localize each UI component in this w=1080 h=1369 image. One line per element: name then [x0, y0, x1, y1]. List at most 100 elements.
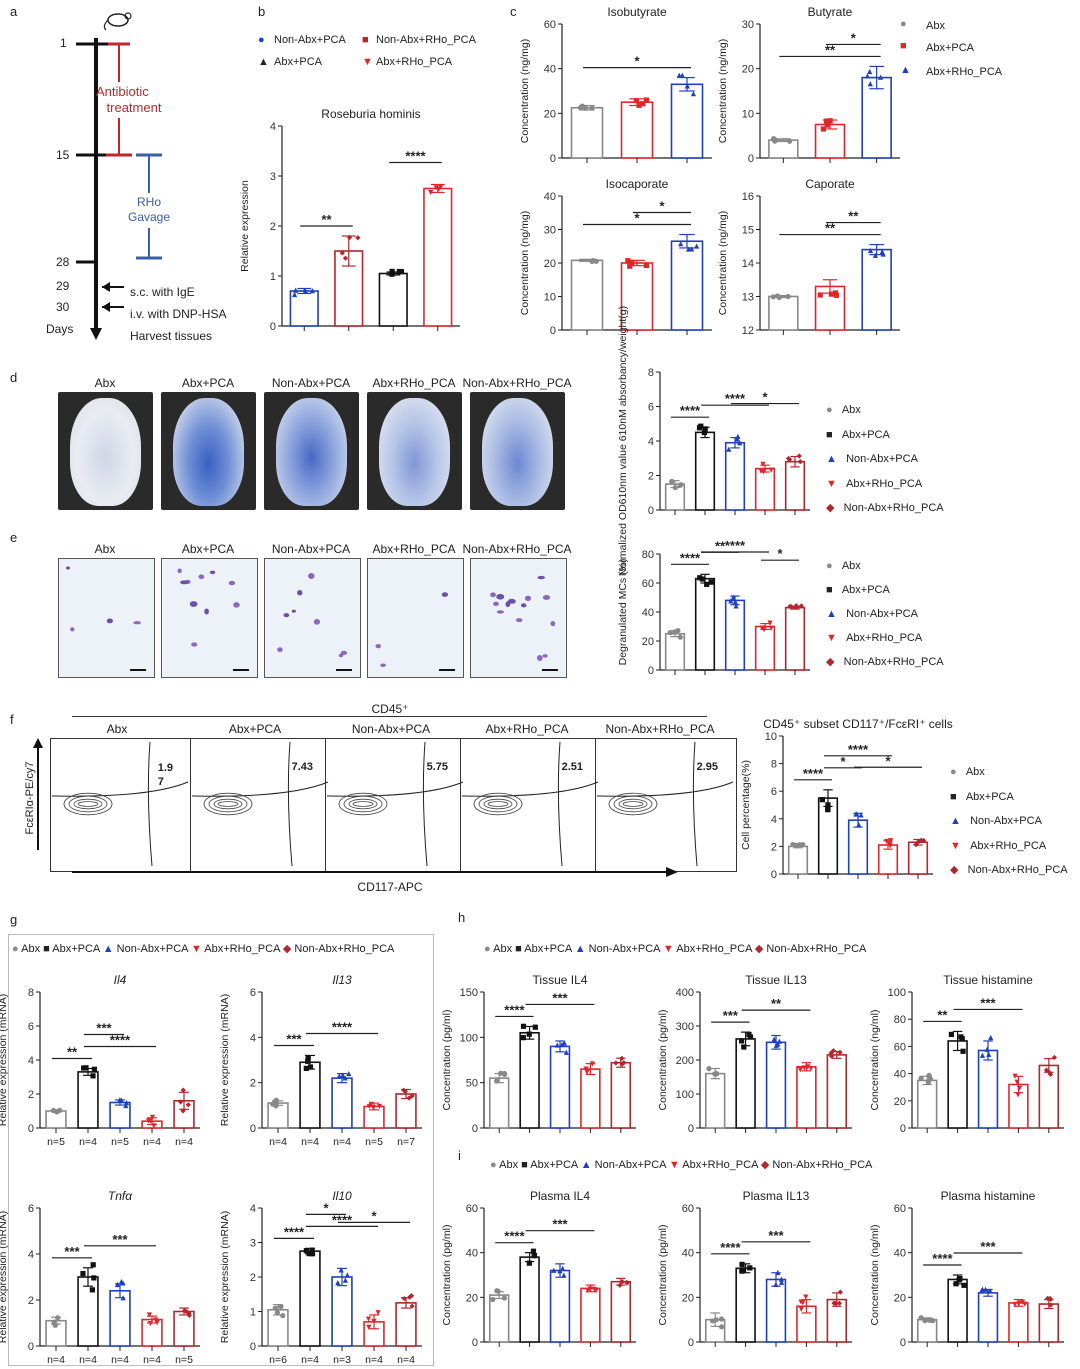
n-label: n=5 — [47, 1136, 65, 1148]
g-legend-item-2: Non-Abx+PCA — [116, 943, 188, 955]
data-point — [346, 234, 353, 241]
n-label: n=5 — [175, 1354, 193, 1366]
data-point — [339, 250, 345, 256]
n-label: n=4 — [143, 1354, 161, 1366]
g-frame — [8, 934, 434, 1366]
chart-i1: 0 20 40 60 Plasma IL4 Concentration (pg/ml) **… — [441, 1189, 636, 1349]
y-tick-label: 0 — [648, 505, 654, 517]
data-point — [120, 1295, 126, 1301]
n-label: n=4 — [365, 1354, 383, 1366]
bar — [754, 467, 776, 511]
data-point — [684, 83, 690, 89]
bar — [519, 1032, 540, 1129]
data-point — [617, 1282, 623, 1288]
bar — [1038, 1303, 1060, 1343]
bar — [395, 1302, 417, 1347]
bar — [754, 625, 776, 671]
e-label-0: Abx — [94, 542, 116, 556]
d-legend: ● Abx ■ Abx+PCA ▲ Non-Abx+PCA ▼ Abx+RHo_… — [826, 398, 986, 521]
y-tick-label: 1 — [250, 1307, 256, 1319]
panel-letter-e: e — [10, 530, 18, 545]
square-icon: ■ — [826, 584, 833, 596]
data-point — [153, 1317, 159, 1323]
bar — [796, 1066, 817, 1129]
data-point — [344, 1272, 350, 1278]
diamond-icon: ◆ — [826, 656, 835, 668]
data-point — [91, 1066, 98, 1072]
data-point — [735, 433, 741, 440]
bar — [109, 1290, 131, 1347]
data-point — [730, 594, 736, 600]
bar — [916, 1079, 938, 1129]
data-point — [798, 1306, 804, 1312]
data-point — [837, 1049, 843, 1055]
y-tick-label: 0 — [28, 1123, 34, 1135]
chart-g3: 0 2 4 6 Tnfα Relative expression (mRNA) *** ***… — [0, 1189, 200, 1366]
significance-stars: ** — [825, 42, 836, 57]
e-label-4: Non-Abx+RHo_PCA — [462, 542, 572, 556]
data-point — [877, 74, 884, 80]
y-tick-label: 200 — [676, 1055, 694, 1067]
data-point — [820, 126, 826, 132]
bar — [861, 76, 892, 159]
rho-label-1: RHo — [136, 195, 161, 209]
h-legend-item-0: Abx — [493, 943, 513, 955]
y-tick-label: 2 — [28, 1295, 34, 1307]
data-point — [526, 1260, 532, 1266]
n-label: n=4 — [397, 1354, 415, 1366]
data-point — [272, 1305, 278, 1311]
y-tick-label: 100 — [676, 1089, 694, 1101]
data-point — [672, 484, 678, 491]
data-point — [408, 1293, 415, 1299]
bar — [580, 1287, 601, 1343]
data-point — [979, 1052, 986, 1058]
i-legend-item-0: Abx — [499, 1159, 519, 1171]
data-point — [340, 1072, 346, 1078]
diamond-icon: ◆ — [760, 1159, 770, 1171]
c-legend: ● Abx ■ Abx+PCA ▲ Abx+RHo_PCA — [900, 18, 1070, 88]
flow-header-line — [72, 716, 707, 717]
chart-title: Butyrate — [808, 5, 853, 19]
data-point — [772, 138, 778, 144]
chart-title: Il4 — [114, 973, 127, 987]
data-point — [760, 461, 766, 467]
significance-stars: * — [371, 1208, 377, 1223]
data-point — [819, 797, 826, 803]
day-30: 30 — [56, 300, 70, 314]
data-point — [921, 837, 927, 844]
data-point — [1047, 1071, 1054, 1077]
chart-title: Tissue IL13 — [745, 973, 807, 987]
flow-plot-nonabx-pca: 5.75 — [325, 738, 467, 872]
data-point — [355, 235, 361, 241]
data-point — [409, 1303, 415, 1309]
data-point — [346, 1070, 352, 1077]
bar — [947, 1278, 968, 1343]
data-point — [867, 81, 873, 87]
data-point — [293, 287, 299, 293]
y-tick-label: 40 — [894, 1248, 906, 1260]
chart-b: 0 1 2 3 4 Roseburia hominis Relative expressio… — [239, 107, 460, 333]
n-label: n=4 — [333, 1136, 351, 1148]
significance-stars: *** — [552, 990, 568, 1005]
data-point — [747, 1265, 753, 1271]
data-point — [376, 1103, 383, 1110]
e-label-1: Abx+PCA — [181, 542, 235, 556]
data-point — [726, 446, 732, 452]
data-point — [733, 603, 739, 609]
data-point — [978, 1288, 985, 1294]
circle-icon: ● — [12, 943, 19, 955]
h-legend-item-3: Abx+RHo_PCA — [676, 943, 752, 955]
triangle-icon: ▲ — [900, 64, 911, 76]
chart-title: Plasma histamine — [941, 1189, 1036, 1203]
data-point — [563, 1049, 569, 1055]
data-point — [589, 105, 595, 111]
data-point — [151, 1123, 157, 1129]
y-tick-label: 3 — [270, 171, 276, 183]
n-label: n=5 — [111, 1136, 129, 1148]
significance-stars: *** — [552, 1217, 568, 1232]
chart-title: Isobutyrate — [607, 5, 667, 19]
y-axis-label: Relative expression (mRNA) — [219, 1211, 231, 1343]
step-dnp: i.v. with DNP-HSA — [130, 307, 227, 321]
y-tick-label: 60 — [894, 1203, 906, 1215]
